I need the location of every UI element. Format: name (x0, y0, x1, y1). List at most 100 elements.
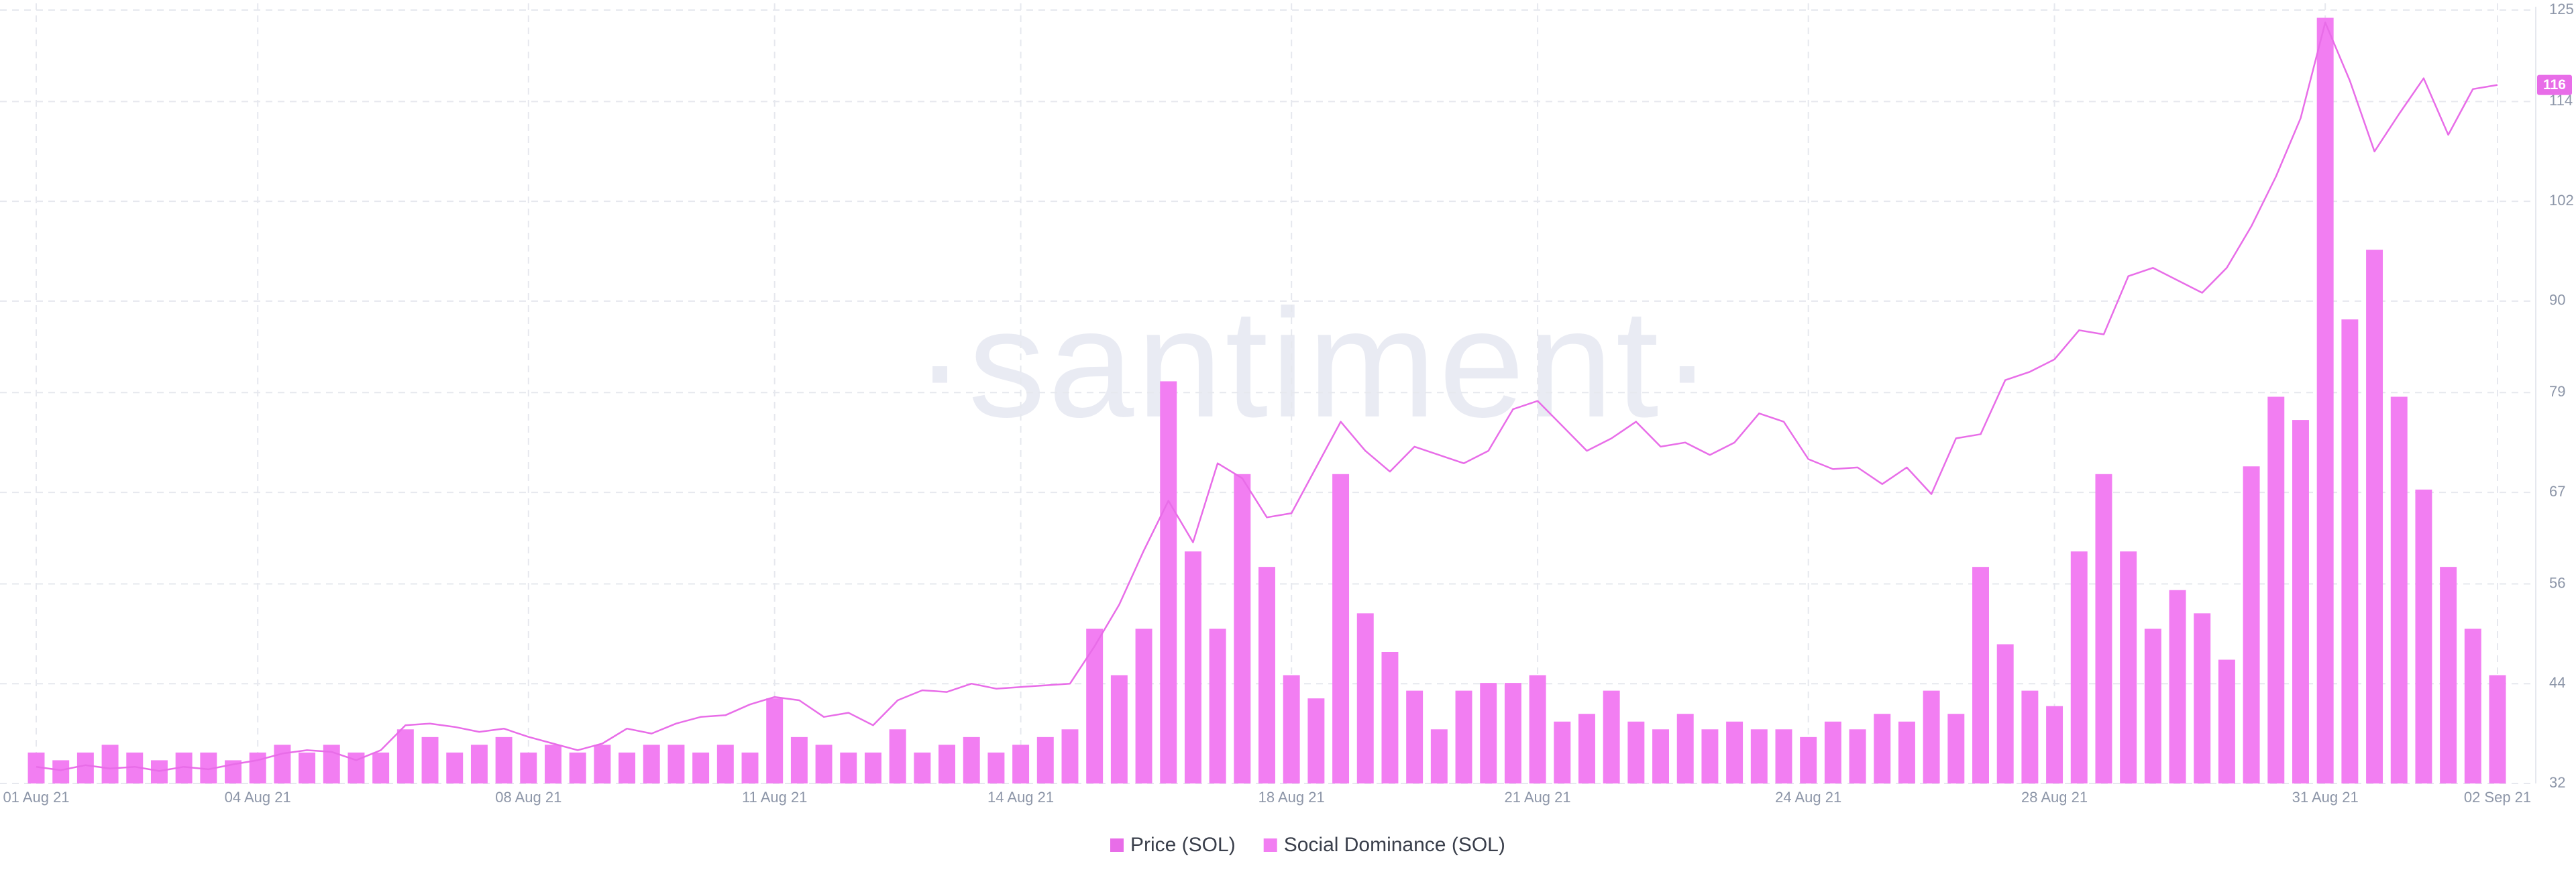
bar (1529, 675, 1546, 783)
legend-swatch (1263, 838, 1277, 852)
bar (2440, 567, 2457, 783)
bar (1800, 737, 1817, 783)
bar (495, 737, 513, 783)
bar (1701, 729, 1719, 783)
bar (594, 745, 611, 783)
bar (1676, 714, 1694, 783)
bar (2095, 474, 2112, 783)
y-tick-label: 44 (2549, 674, 2565, 691)
bar (569, 752, 586, 783)
bar (1554, 721, 1571, 783)
bar (766, 698, 784, 783)
x-tick-label: 24 Aug 21 (1775, 789, 1841, 806)
x-tick-label: 04 Aug 21 (225, 789, 291, 806)
bar (2341, 319, 2359, 783)
bar (446, 752, 464, 783)
bar (864, 752, 881, 783)
bar (889, 729, 906, 783)
bar (2169, 590, 2186, 783)
bar (1947, 714, 1965, 783)
legend-label: Social Dominance (SOL) (1284, 834, 1505, 856)
y-tick-label: 56 (2549, 574, 2565, 591)
bar (1283, 675, 1300, 783)
bar (815, 745, 833, 783)
bar (1332, 474, 1350, 783)
bar (1775, 729, 1792, 783)
bar (1603, 690, 1620, 783)
bar (323, 745, 340, 783)
bar (2292, 420, 2309, 783)
bar (1504, 683, 1521, 783)
bar (372, 752, 390, 783)
x-tick-label: 11 Aug 21 (742, 789, 807, 806)
bar (2267, 396, 2285, 783)
bar (914, 752, 931, 783)
bar (938, 745, 956, 783)
bar (1923, 690, 1940, 783)
bar (1874, 714, 1891, 783)
bar (470, 745, 488, 783)
last-value-badge (2537, 74, 2572, 95)
bar (274, 745, 291, 783)
bar (150, 760, 168, 783)
bar (2021, 690, 2039, 783)
y-tick-label: 125 (2549, 1, 2574, 17)
bar (2390, 396, 2408, 783)
x-tick-label: 18 Aug 21 (1258, 789, 1325, 806)
bar (987, 752, 1005, 783)
bar (249, 752, 266, 783)
bar (52, 760, 70, 783)
bar (1234, 474, 1251, 783)
x-tick-label: 01 Aug 21 (3, 789, 69, 806)
bar (1209, 629, 1226, 783)
y-tick-label: 102 (2549, 192, 2574, 209)
bar (2243, 466, 2260, 783)
bar (545, 745, 561, 783)
bar (396, 729, 414, 783)
bar (1996, 644, 2014, 783)
bar (2316, 17, 2334, 783)
bar (76, 752, 94, 783)
bar (421, 737, 439, 783)
bar (1356, 613, 1374, 783)
bar (963, 737, 980, 783)
bar (1036, 737, 1054, 783)
bar (1480, 683, 1497, 783)
bar (1627, 721, 1645, 783)
bar (716, 745, 734, 783)
bar (692, 752, 710, 783)
bar (2120, 551, 2137, 783)
bar (1750, 729, 1768, 783)
bar (1455, 690, 1472, 783)
bar (1086, 629, 1104, 783)
y-tick-label: 67 (2549, 483, 2565, 500)
bar (840, 752, 857, 783)
bar (1430, 729, 1448, 783)
bar (101, 745, 119, 783)
bar (1972, 567, 1989, 783)
bar (1184, 551, 1201, 783)
bar (2046, 706, 2063, 783)
last-value-label: 116 (2543, 77, 2566, 93)
x-tick-label: 31 Aug 21 (2292, 789, 2359, 806)
legend: Price (SOL) Social Dominance (SOL) (1110, 834, 1505, 856)
bar (2144, 629, 2161, 783)
bar (2366, 250, 2383, 783)
bar (643, 745, 660, 783)
bar (1578, 714, 1595, 783)
bar (667, 745, 685, 783)
bar (1652, 729, 1670, 783)
bar (299, 752, 316, 783)
bar (1258, 567, 1275, 783)
bar (1824, 721, 1841, 783)
x-tick-label: 21 Aug 21 (1505, 789, 1571, 806)
bar (1135, 629, 1152, 783)
bar (1898, 721, 1915, 783)
bar (1381, 651, 1399, 783)
bar (520, 752, 537, 783)
bar (2194, 613, 2211, 783)
y-tick-label: 32 (2549, 774, 2565, 791)
x-tick-label: 28 Aug 21 (2021, 789, 2088, 806)
legend-swatch (1110, 838, 1124, 852)
